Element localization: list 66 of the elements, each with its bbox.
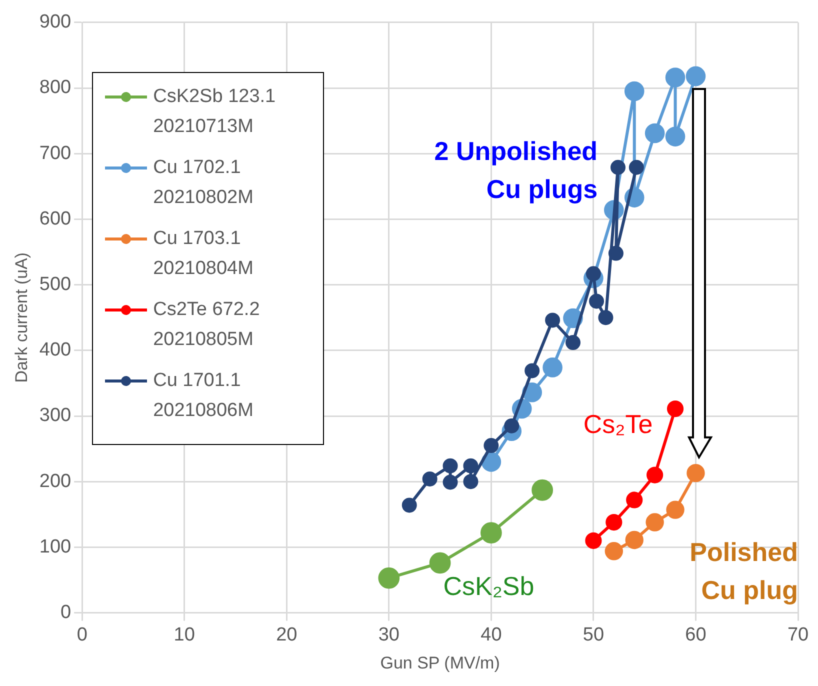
y-axis-title: Dark current (uA) [12,252,31,383]
point [481,452,502,472]
point [686,464,705,482]
point [566,335,581,350]
point [442,474,458,490]
point [545,312,560,328]
point [608,246,624,261]
x-tick-label: 70 [787,624,809,646]
legend-label: CsK2Sb 123.1 20210713M [153,85,277,140]
point [666,400,684,418]
point [402,498,417,513]
point [625,530,644,550]
point [604,542,624,560]
point [532,479,554,501]
y-tick-label: 300 [39,405,72,426]
x-tick-label: 50 [582,624,604,646]
x-tick-label: 20 [276,624,298,646]
point [522,382,542,402]
point [624,81,644,102]
point [644,123,665,144]
x-tick-label: 10 [174,624,195,646]
point [628,160,644,175]
point [442,458,458,474]
annotation: Cs₂Te [582,408,653,441]
point [589,294,604,309]
point [686,66,706,86]
legend-label: Cs2Te 672.2 20210805M [153,298,261,352]
annotation: CsK₂Sb [442,570,536,604]
y-tick-label: 700 [39,142,72,164]
point [480,522,502,544]
legend-label: Cu 1701.1 20210806M [153,369,254,424]
y-tick-label: 900 [39,12,72,33]
annotation: 2 Unpolished Cu plugs [433,135,598,206]
point [598,310,614,326]
x-tick-label: 0 [76,624,88,646]
y-tick-label: 500 [39,274,72,296]
point [646,513,664,532]
point [422,471,438,486]
legend-label: Cu 1702.1 20210802M [153,156,254,210]
point [606,514,622,531]
x-tick-label: 60 [685,624,706,646]
point [585,532,602,549]
y-tick-label: 800 [39,77,72,98]
legend-label: Cu 1703.1 20210804M [153,227,254,282]
x-tick-label: 30 [378,624,400,646]
point [646,466,664,484]
point [665,68,686,88]
point [665,126,686,146]
point [524,363,540,378]
point [378,567,400,589]
point [484,438,499,454]
annotation: Polished Cu plug [688,536,798,608]
y-tick-label: 200 [39,470,72,492]
point [429,552,451,574]
y-tick-label: 600 [39,208,72,230]
y-tick-label: 0 [60,602,72,624]
x-axis-title: Gun SP (MV/m) [380,653,500,672]
point [463,458,478,474]
point [610,160,626,175]
point [626,492,643,508]
y-tick-label: 400 [39,340,72,361]
y-tick-label: 100 [39,536,72,558]
point [463,474,478,490]
point [666,500,684,519]
point [542,358,562,378]
x-tick-label: 40 [480,624,502,646]
